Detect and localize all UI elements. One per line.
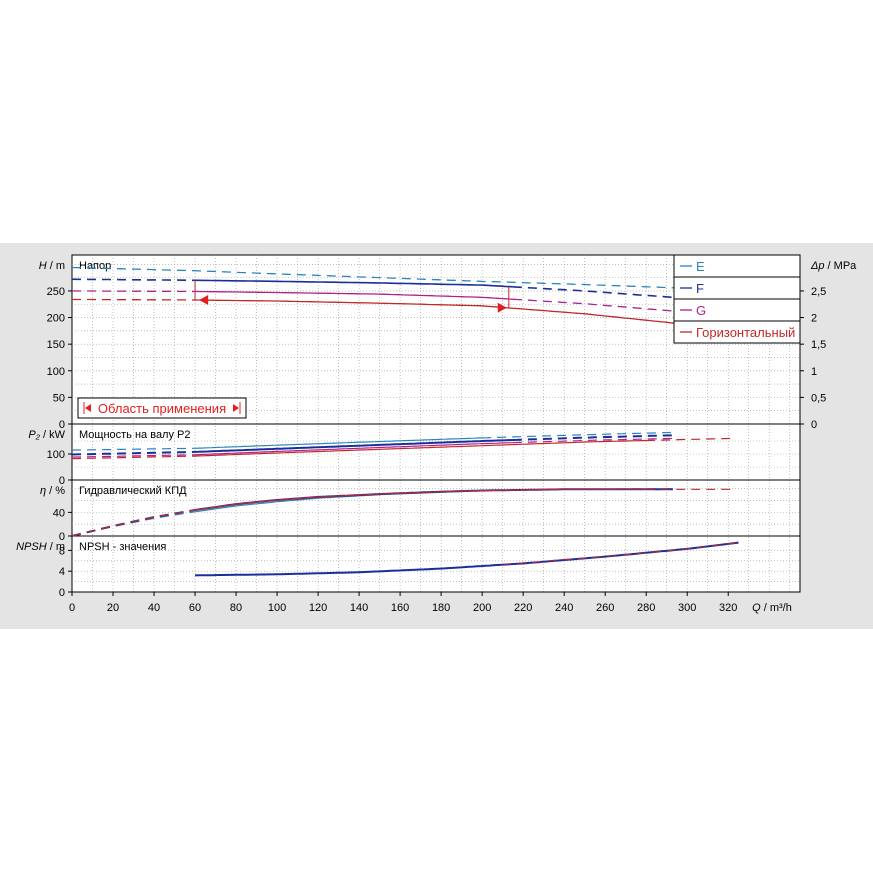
panel-title-npsh: NPSH - значения — [79, 541, 166, 553]
legend-item-G — [673, 298, 801, 322]
x-tick-label: 20 — [107, 602, 119, 614]
x-tick-label: 0 — [69, 602, 75, 614]
x-tick-label: 280 — [637, 602, 655, 614]
series-F-head-line — [195, 279, 513, 288]
application-range-box — [77, 397, 247, 419]
y-tick-label: 100 — [47, 366, 65, 378]
y-tick-label: 0 — [59, 531, 65, 543]
y-tick-label: 250 — [47, 286, 65, 298]
legend-label-Горизонтальный: Горизонтальный — [696, 325, 795, 340]
series-E-power-dashed — [71, 447, 195, 451]
x-tick-label: 220 — [514, 602, 532, 614]
y-axis-label-power: P₂ / kW — [28, 429, 65, 441]
series-Горизонтальный-head-line — [195, 299, 688, 326]
series-F-power-dashed — [71, 450, 196, 456]
y-tick-label: 100 — [47, 449, 65, 461]
panel-title-eff: Гидравлический КПД — [79, 485, 187, 497]
y-tick-label: 150 — [47, 339, 65, 351]
series-F-power-dashed — [512, 434, 673, 441]
application-range-label: Область применения — [98, 401, 226, 416]
range-end-marker — [497, 302, 507, 313]
series-E-head-dashed — [71, 266, 688, 289]
x-tick-label: 40 — [148, 602, 160, 614]
x-tick-label: 180 — [432, 602, 450, 614]
panel-title-head: Напор — [79, 260, 111, 272]
chart-panel: 0 20 40 60 80 100 120 140 160 180 200 220 240 260 280 3… — [0, 243, 873, 629]
series-E-power-line — [194, 437, 483, 449]
legend-label-G: G — [696, 303, 706, 318]
y-right-tick-label: 2 — [811, 313, 817, 325]
series-G-head-dashed — [71, 290, 196, 293]
series-F-head-dashed — [71, 278, 195, 282]
x-tick-label: 240 — [555, 602, 573, 614]
y-axis-label-head: H / m — [39, 260, 65, 272]
x-tick-label: 60 — [189, 602, 201, 614]
x-tick-label: 120 — [309, 602, 327, 614]
series-F-power-line — [194, 439, 513, 453]
series-G-power-dashed — [71, 454, 196, 458]
series-Горизонтальный-eff-dashed — [71, 509, 196, 537]
series-Горизонтальный-eff-line — [194, 488, 647, 511]
series-Горизонтальный-power-line — [194, 439, 647, 457]
y-tick-label: 50 — [53, 392, 65, 404]
series-F-npsh-line — [194, 541, 739, 577]
legend-item-E — [673, 254, 801, 278]
panel-title-power: Мощность на валу P2 — [79, 429, 191, 441]
y-right-tick-label: 1,5 — [811, 339, 826, 351]
series-G-power-line — [194, 442, 513, 456]
series-G-power-dashed — [512, 437, 673, 444]
legend-item-F — [673, 276, 801, 300]
y-tick-label: 0 — [59, 587, 65, 599]
application-range-arrow-right — [233, 404, 239, 412]
x-tick-label: 200 — [473, 602, 491, 614]
x-tick-label: 320 — [719, 602, 737, 614]
range-start-marker — [199, 295, 209, 306]
y-right-tick-label: 1 — [811, 366, 817, 378]
y-axis-label-npsh: NPSH / m — [16, 541, 65, 553]
y-tick-label: 4 — [59, 566, 65, 578]
legend-item-Горизонтальный — [673, 320, 801, 344]
series-Горизонтальный-power-dashed — [71, 455, 196, 460]
y-tick-label: 0 — [59, 419, 65, 431]
series-Горизонтальный-head-dashed — [72, 298, 195, 301]
y-tick-label: 0 — [59, 475, 65, 487]
series-E-power-dashed — [482, 431, 673, 439]
y-tick-label: 200 — [47, 313, 65, 325]
pump-performance-chart: 0 20 40 60 80 100 120 140 160 180 200 220 240 260 280 3… — [16, 254, 857, 614]
x-tick-label: 100 — [268, 602, 286, 614]
application-range-arrow-left — [85, 404, 91, 412]
x-tick-label: 300 — [678, 602, 696, 614]
legend-label-E: E — [696, 259, 705, 274]
y-right-axis-label: Δp / MPa — [810, 260, 857, 272]
x-tick-label: 140 — [350, 602, 368, 614]
y-right-tick-label: 0,5 — [811, 392, 826, 404]
x-tick-label: 80 — [230, 602, 242, 614]
x-tick-label: 260 — [596, 602, 614, 614]
x-tick-label: 160 — [391, 602, 409, 614]
x-axis-label: Q / m³/h — [752, 602, 792, 614]
y-tick-label: 8 — [59, 545, 65, 557]
series-G-head-line — [195, 290, 513, 300]
y-axis-label-eff: η / % — [40, 485, 65, 497]
legend-label-F: F — [696, 281, 704, 296]
y-right-tick-label: 2,5 — [811, 286, 826, 298]
series-Горизонтальный-npsh-dashed — [502, 542, 739, 565]
y-tick-label: 40 — [53, 507, 65, 519]
y-right-tick-label: 0 — [811, 419, 817, 431]
